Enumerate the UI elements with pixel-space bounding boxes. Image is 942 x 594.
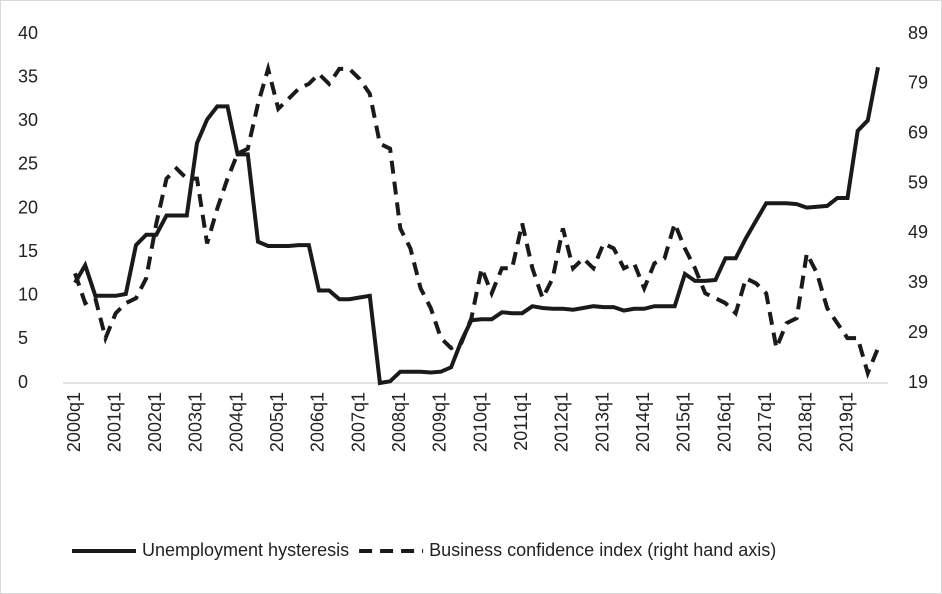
y2-tick-label: 69: [908, 122, 928, 142]
y-tick-label: 15: [18, 241, 38, 261]
x-tick-label: 2007q1: [348, 392, 368, 452]
y-tick-label: 35: [18, 66, 38, 86]
y2-tick-label: 89: [908, 23, 928, 43]
y2-tick-label: 29: [908, 322, 928, 342]
y-tick-label: 10: [18, 285, 38, 305]
y2-tick-label: 39: [908, 272, 928, 292]
y-tick-label: 0: [18, 372, 28, 392]
y2-tick-label: 19: [908, 372, 928, 392]
x-tick-label: 2001q1: [104, 392, 124, 452]
x-tick-label: 2012q1: [552, 392, 572, 452]
y2-tick-label: 59: [908, 172, 928, 192]
y-tick-label: 30: [18, 110, 38, 130]
y-tick-label: 40: [18, 23, 38, 43]
x-tick-label: 2008q1: [389, 392, 409, 452]
x-tick-label: 2018q1: [796, 392, 816, 452]
series-line: [73, 61, 880, 380]
x-tick-label: 2010q1: [470, 392, 490, 452]
x-tick-label: 2016q1: [714, 392, 734, 452]
x-tick-label: 2014q1: [633, 392, 653, 452]
x-tick-label: 2015q1: [674, 392, 694, 452]
x-tick-label: 2013q1: [592, 392, 612, 452]
x-tick-label: 2006q1: [308, 392, 328, 452]
y-tick-label: 25: [18, 154, 38, 174]
legend-label: Business confidence index (right hand ax…: [429, 540, 776, 560]
x-tick-label: 2009q1: [430, 392, 450, 452]
y2-tick-label: 79: [908, 73, 928, 93]
x-tick-label: 2000q1: [64, 392, 84, 452]
x-tick-label: 2005q1: [267, 392, 287, 452]
series-line: [73, 66, 880, 386]
y2-tick-label: 49: [908, 222, 928, 242]
x-tick-label: 2004q1: [226, 392, 246, 452]
x-tick-label: 2011q1: [511, 392, 531, 451]
x-tick-label: 2003q1: [186, 392, 206, 452]
y-tick-label: 20: [18, 197, 38, 217]
legend: Unemployment hysteresis Business confiden…: [72, 540, 776, 560]
y-tick-label: 5: [18, 328, 28, 348]
legend-label: Unemployment hysteresis: [142, 540, 349, 560]
x-tick-label: 2019q1: [836, 392, 856, 452]
x-tick-label: 2017q1: [755, 392, 775, 452]
x-tick-label: 2002q1: [145, 392, 165, 452]
